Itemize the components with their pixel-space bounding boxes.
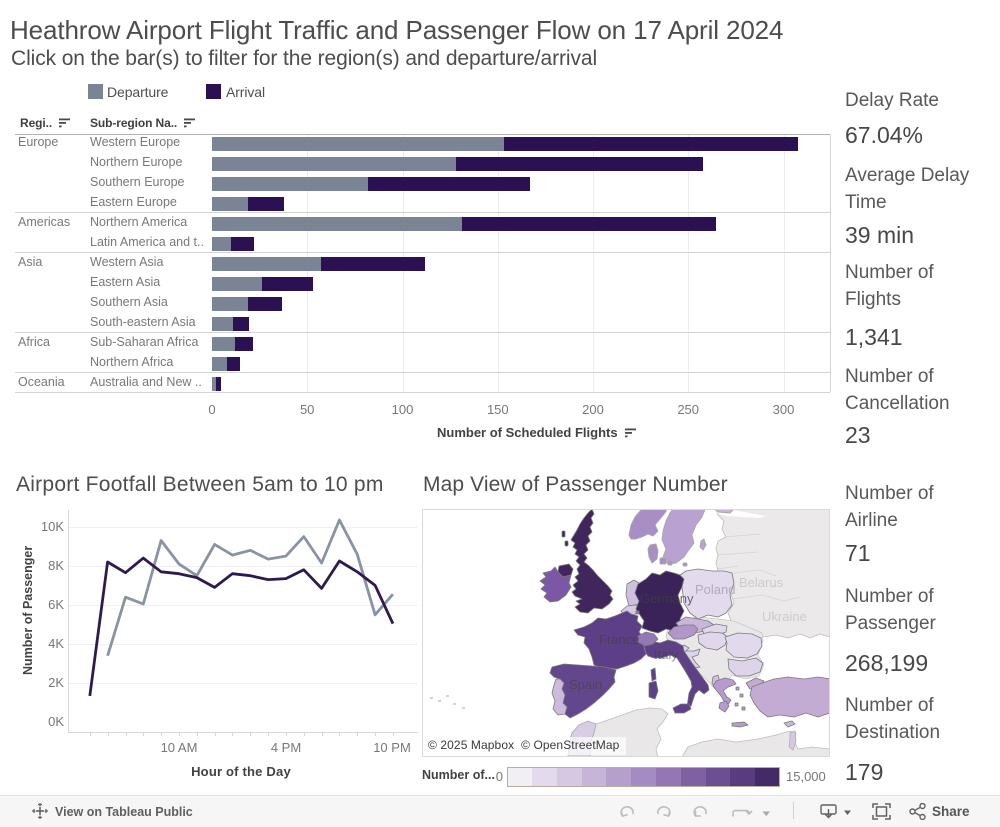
svg-text:Ukraine: Ukraine bbox=[762, 609, 807, 624]
svg-text:Belarus: Belarus bbox=[739, 575, 784, 590]
svg-text:Spain: Spain bbox=[569, 677, 602, 692]
svg-text:Germany: Germany bbox=[640, 591, 694, 606]
svg-text:France: France bbox=[599, 632, 639, 647]
svg-text:Italy: Italy bbox=[654, 647, 678, 662]
svg-text:Poland: Poland bbox=[695, 582, 735, 597]
svg-text:Turkey: Turkey bbox=[773, 689, 813, 704]
